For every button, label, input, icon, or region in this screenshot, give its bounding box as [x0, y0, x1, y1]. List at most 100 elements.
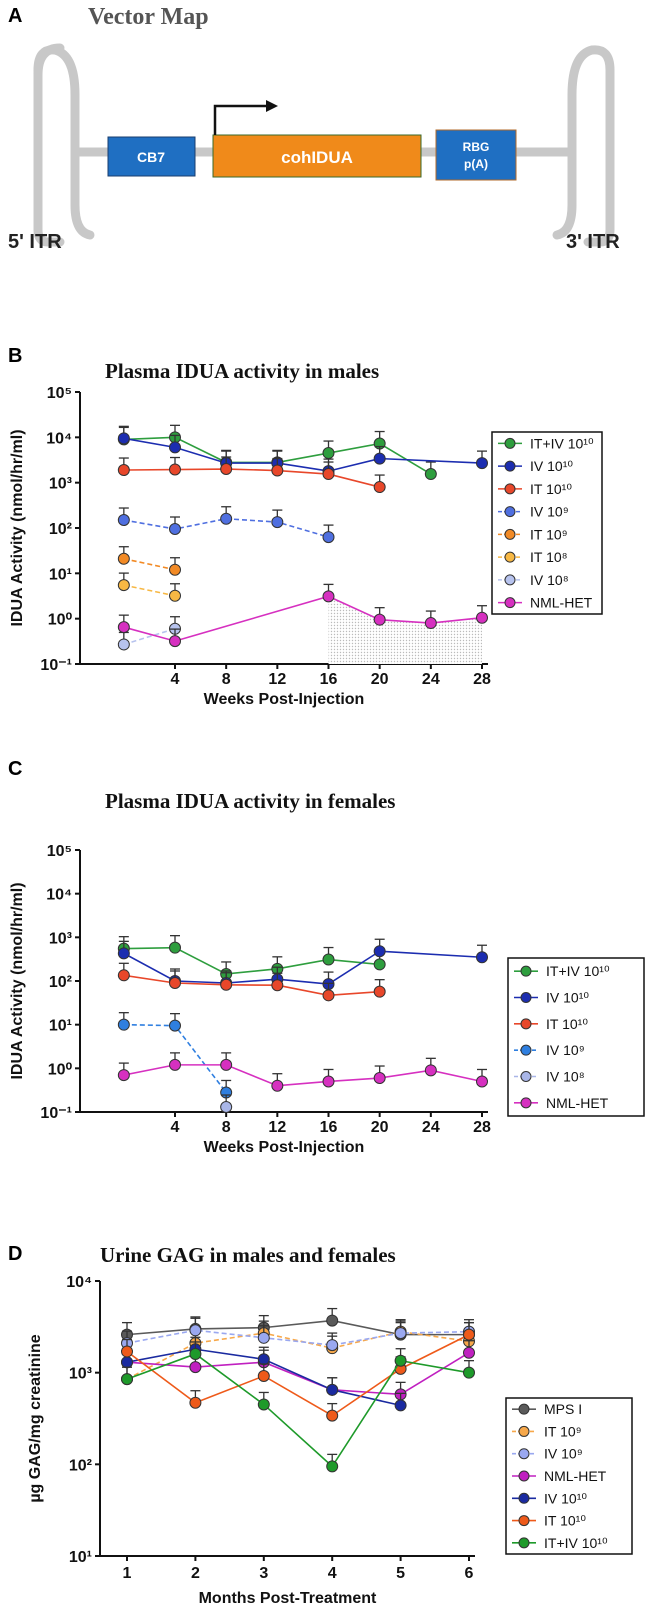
legend-label: IT+IV 10¹⁰: [544, 1535, 608, 1551]
y-tick-label: 10³: [49, 476, 72, 493]
chart-title: Urine GAG in males and females: [100, 1243, 396, 1267]
legend-marker: [520, 1018, 532, 1030]
legend-marker: [504, 551, 516, 563]
rbg-label: RBG: [463, 140, 490, 154]
y-tick-label: 10³: [49, 930, 72, 947]
x-tick-label: 3: [259, 1565, 268, 1582]
x-tick-label: 20: [371, 671, 389, 688]
y-tick-label: 10⁴: [66, 1274, 92, 1291]
y-tick-label: 10³: [69, 1366, 92, 1383]
x-tick-label: 2: [191, 1565, 200, 1582]
series-line: [123, 468, 380, 488]
x-tick-label: 16: [320, 1119, 338, 1136]
data-point: [424, 1064, 437, 1077]
series-line: [123, 557, 176, 571]
data-point: [189, 1347, 202, 1360]
data-point: [373, 985, 386, 998]
vector-map-title: Vector Map: [88, 4, 209, 30]
polya-label: p(A): [464, 157, 488, 171]
x-tick-label: 12: [268, 671, 286, 688]
data-point: [476, 611, 488, 624]
data-point: [326, 1339, 339, 1352]
legend-marker: [518, 1403, 530, 1415]
x-tick-label: 4: [171, 671, 180, 688]
x-axis-title: Months Post-Treatment: [199, 1590, 377, 1607]
series-nml-het: [117, 1052, 488, 1092]
data-point: [117, 579, 130, 592]
cohidua-label: cohIDUA: [281, 148, 353, 167]
x-tick-label: 1: [123, 1565, 132, 1582]
legend-label: IT 10⁹: [544, 1423, 582, 1439]
data-point: [169, 463, 181, 476]
legend-label: NML-HET: [544, 1468, 607, 1484]
series-line: [126, 1319, 469, 1336]
legend-label: IV 10⁹: [530, 504, 569, 520]
series-line: [123, 946, 380, 975]
chart-title: Plasma IDUA activity in males: [105, 359, 379, 383]
x-tick-label: 24: [422, 671, 440, 688]
legend-label: IT 10¹⁰: [530, 481, 572, 497]
data-point: [394, 1354, 407, 1367]
data-point: [220, 1101, 233, 1114]
x-tick-label: 28: [473, 1119, 491, 1136]
legend-marker: [518, 1515, 530, 1527]
data-point: [394, 1327, 407, 1340]
x-tick-label: 24: [422, 1119, 440, 1136]
data-point: [117, 969, 130, 982]
cohidua-box: [212, 134, 422, 178]
x-tick-label: 20: [371, 1119, 389, 1136]
data-point: [463, 1328, 475, 1341]
y-axis-title: IDUA Activity (nmol/hr/ml): [9, 429, 26, 626]
right-itr-label: 3' ITR: [566, 231, 620, 253]
legend-marker: [504, 506, 516, 518]
series-line: [126, 1353, 470, 1468]
data-point: [271, 464, 284, 477]
data-point: [326, 1314, 339, 1327]
panel-letter-d: D: [8, 1243, 22, 1265]
panel-letter-a: A: [8, 5, 22, 27]
y-tick-label: 10⁵: [47, 843, 72, 860]
data-point: [121, 1345, 133, 1358]
legend-marker: [504, 460, 516, 472]
data-point: [117, 464, 130, 477]
data-point: [117, 947, 130, 960]
data-point: [373, 613, 386, 626]
data-point: [257, 1369, 270, 1382]
y-axis-title: µg GAG/mg creatinine: [27, 1334, 44, 1502]
data-point: [463, 1366, 475, 1379]
transcription-start-arrow-icon: [213, 104, 268, 135]
data-point: [117, 552, 130, 565]
legend-marker: [504, 597, 516, 609]
legend-label: IT 10⁹: [530, 526, 568, 542]
legend-label: IT+IV 10¹⁰: [546, 963, 610, 979]
series-iv-10-: [220, 1094, 233, 1114]
data-point: [257, 1331, 270, 1344]
y-tick-label: 10¹: [49, 566, 72, 583]
data-point: [373, 452, 386, 465]
x-axis-title: Weeks Post-Injection: [204, 691, 365, 708]
legend-label: IT 10¹⁰: [546, 1016, 588, 1032]
data-point: [271, 979, 284, 992]
vector-map-panel: A Vector Map CB7 cohIDUA RBG p(A) 5' ITR…: [8, 4, 620, 253]
y-tick-label: 10¹: [49, 1018, 72, 1035]
data-point: [169, 941, 181, 954]
legend-label: IV 10⁸: [546, 1069, 585, 1085]
series-nml-het: [117, 583, 488, 648]
series-line: [123, 1064, 483, 1087]
x-tick-label: 8: [222, 1119, 231, 1136]
series-line: [123, 584, 176, 597]
data-point: [189, 1396, 202, 1409]
data-point: [169, 441, 181, 454]
data-point: [117, 514, 130, 527]
data-point: [169, 1058, 181, 1071]
data-point: [117, 432, 130, 445]
y-tick-label: 10⁻¹: [40, 657, 72, 674]
series-it-10-: [117, 546, 181, 576]
chart-panel-d: D Urine GAG in males and females 1 2 3 4 5 6 10¹…: [8, 1243, 633, 1607]
data-point: [121, 1356, 133, 1369]
data-point: [322, 989, 335, 1002]
legend-marker: [518, 1470, 530, 1482]
y-tick-label: 10⁵: [47, 385, 72, 402]
data-point: [322, 1075, 335, 1088]
